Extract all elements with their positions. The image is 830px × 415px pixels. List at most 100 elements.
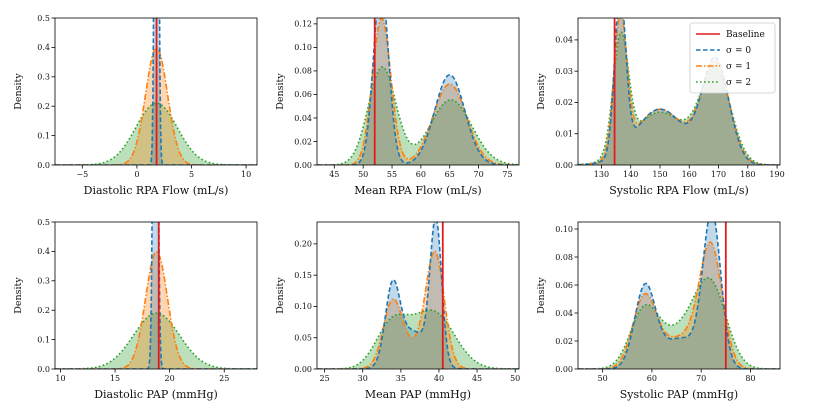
x-tick-label: 190 xyxy=(769,170,784,179)
subplot-6: 50 60 70 80 0.00 0.02 0.04 0.06 0.08 0.10 Systolic… xyxy=(536,221,781,401)
x-tick-label: 15 xyxy=(110,374,120,383)
x-tick-label: 75 xyxy=(502,170,512,179)
x-tick-label: 0 xyxy=(134,170,139,179)
y-tick-label: 0.2 xyxy=(37,306,50,315)
axes-frame xyxy=(54,221,258,370)
legend-label: Baseline xyxy=(726,30,765,40)
y-tick-label: 0.00 xyxy=(555,161,573,170)
y-axis-label: Density xyxy=(536,277,547,314)
density-fill-σ2 xyxy=(578,32,780,165)
plot-area xyxy=(317,18,519,165)
axes-frame xyxy=(316,17,520,166)
density-fill-σ2 xyxy=(317,310,519,369)
legend-box xyxy=(689,22,776,94)
y-tick-label: 0.06 xyxy=(555,281,573,290)
y-axis-label: Density xyxy=(536,73,547,110)
x-tick-label: 140 xyxy=(623,170,638,179)
x-tick-label: 70 xyxy=(696,374,706,383)
density-fill-σ2 xyxy=(317,66,519,165)
subplot-5: 25 30 35 40 45 50 0.00 0.05 0.10 0.15 0.20 Mean PAP… xyxy=(275,221,520,401)
x-tick-label: 60 xyxy=(416,170,426,179)
subplot-4: 10 15 20 25 0.0 0.1 0.2 0.3 0.4 0.5 Diastolic PAP … xyxy=(13,218,258,401)
axes-frame xyxy=(577,221,781,370)
density-fill-σ2 xyxy=(55,313,257,369)
legend-label: σ = 1 xyxy=(726,62,751,72)
y-tick-label: 0.03 xyxy=(555,67,573,76)
density-line-σ0 xyxy=(578,18,780,165)
y-tick-label: 0.20 xyxy=(294,240,312,249)
y-tick-label: 0.02 xyxy=(294,137,312,146)
x-tick-label: 50 xyxy=(358,170,368,179)
plot-area xyxy=(578,222,780,369)
y-tick-label: 0.0 xyxy=(37,161,50,170)
subplot-3: 130 140 150 160 170 180 190 0.00 0.01 0.02 0.03 0.0… xyxy=(536,17,785,197)
x-axis-label: Systolic PAP (mmHg) xyxy=(620,388,738,401)
x-axis-label: Diastolic PAP (mmHg) xyxy=(94,388,218,401)
density-fill-σ1 xyxy=(317,251,519,369)
density-line-σ2 xyxy=(317,66,519,165)
y-axis-label: Density xyxy=(13,73,24,110)
y-tick-label: 0.00 xyxy=(294,365,312,374)
y-tick-label: 0.10 xyxy=(555,225,573,234)
plot-area xyxy=(317,222,519,369)
y-tick-label: 0.5 xyxy=(37,218,50,227)
y-tick-label: 0.06 xyxy=(294,90,312,99)
y-axis-label: Density xyxy=(275,277,286,314)
x-tick-label: 40 xyxy=(434,374,444,383)
density-fill-σ0 xyxy=(317,18,519,165)
x-axis-label: Mean RPA Flow (mL/s) xyxy=(354,184,481,197)
x-tick-label: 160 xyxy=(682,170,697,179)
y-tick-label: 0.01 xyxy=(555,130,573,139)
y-tick-label: 0.1 xyxy=(37,335,50,344)
legend-label: σ = 0 xyxy=(726,46,751,56)
density-fill-σ0 xyxy=(578,222,780,369)
y-tick-label: 0.02 xyxy=(555,98,573,107)
y-tick-label: 0.04 xyxy=(555,309,573,318)
density-line-σ2 xyxy=(55,312,257,369)
x-tick-label: 55 xyxy=(387,170,397,179)
x-tick-label: 45 xyxy=(472,374,482,383)
legend: Baseline σ = 0 σ = 1 σ = 2 xyxy=(689,22,776,94)
y-tick-label: 0.3 xyxy=(37,73,50,82)
y-tick-label: 0.00 xyxy=(294,161,312,170)
y-tick-label: 0.04 xyxy=(555,36,573,45)
x-axis-label: Diastolic RPA Flow (mL/s) xyxy=(84,184,229,197)
x-tick-label: 10 xyxy=(241,170,251,179)
x-tick-label: 25 xyxy=(320,374,330,383)
x-tick-label: 170 xyxy=(711,170,726,179)
y-tick-label: 0.00 xyxy=(555,365,573,374)
density-fill-σ1 xyxy=(578,242,780,369)
x-tick-label: 65 xyxy=(445,170,455,179)
x-tick-label: 150 xyxy=(652,170,667,179)
y-tick-label: 0.05 xyxy=(294,334,312,343)
axes-frame xyxy=(54,17,258,166)
y-tick-label: 0.02 xyxy=(555,337,573,346)
y-tick-label: 0.0 xyxy=(37,365,50,374)
density-line-σ0 xyxy=(317,222,519,369)
plot-area xyxy=(55,18,257,165)
x-tick-label: 35 xyxy=(396,374,406,383)
density-fill-σ0 xyxy=(55,222,257,369)
y-tick-label: 0.1 xyxy=(37,131,50,140)
density-line-σ2 xyxy=(317,309,519,369)
x-tick-label: 50 xyxy=(510,374,520,383)
density-fill-σ0 xyxy=(578,18,780,165)
x-tick-label: 5 xyxy=(189,170,194,179)
y-tick-label: 0.10 xyxy=(294,302,312,311)
y-tick-label: 0.2 xyxy=(37,102,50,111)
y-tick-label: 0.08 xyxy=(555,253,573,262)
x-tick-label: 50 xyxy=(598,374,608,383)
x-axis-label: Systolic RPA Flow (mL/s) xyxy=(609,184,749,197)
y-tick-label: 0.4 xyxy=(37,43,50,52)
x-tick-label: 60 xyxy=(647,374,657,383)
y-tick-label: 0.10 xyxy=(294,43,312,52)
x-tick-label: 25 xyxy=(219,374,229,383)
y-tick-label: 0.3 xyxy=(37,277,50,286)
plot-area xyxy=(55,222,257,369)
density-line-σ1 xyxy=(578,241,780,369)
subplot-2: 45 50 55 60 65 70 75 0.00 0.02 0.04 0.06 0.08 0.10 0.… xyxy=(275,17,520,197)
x-tick-label: 10 xyxy=(55,374,65,383)
x-tick-label: 80 xyxy=(745,374,755,383)
y-tick-label: 0.4 xyxy=(37,247,50,256)
